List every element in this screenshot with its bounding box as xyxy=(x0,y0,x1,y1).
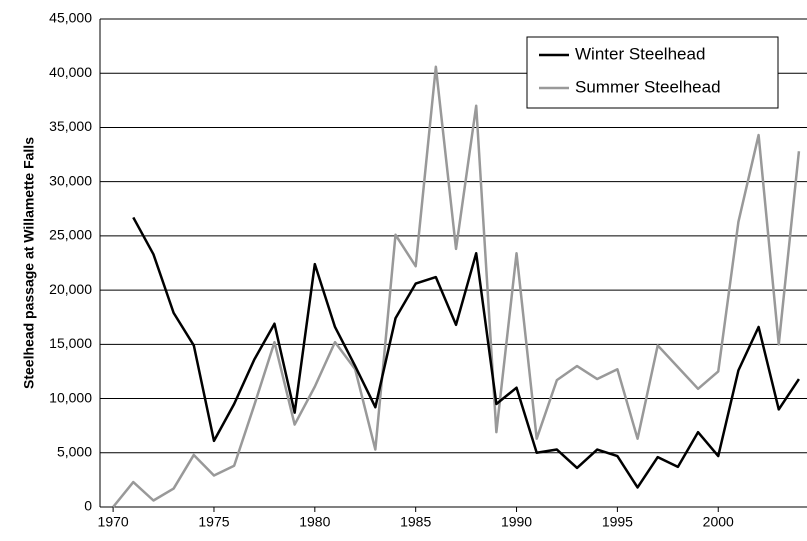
y-tick-label: 0 xyxy=(84,498,92,514)
legend-box xyxy=(526,36,779,109)
series-line xyxy=(112,65,801,508)
legend-label: Summer Steelhead xyxy=(575,77,721,96)
y-tick-label: 5,000 xyxy=(57,443,92,459)
series-line xyxy=(132,216,800,489)
x-tick-label: 1990 xyxy=(501,514,532,530)
y-tick-label: 45,000 xyxy=(49,10,92,26)
y-tick-label: 30,000 xyxy=(49,172,92,188)
x-tick-label: 1970 xyxy=(98,514,129,530)
x-tick-label: 1975 xyxy=(198,514,229,530)
y-tick-label: 40,000 xyxy=(49,64,92,80)
x-tick-label: 1985 xyxy=(400,514,431,530)
y-tick-label: 10,000 xyxy=(49,389,92,405)
x-tick-label: 2000 xyxy=(703,514,734,530)
legend-label: Winter Steelhead xyxy=(575,44,705,63)
y-tick-label: 15,000 xyxy=(49,335,92,351)
y-tick-label: 25,000 xyxy=(49,227,92,243)
y-axis-label: Steelhead passage at Willamette Falls xyxy=(21,137,37,389)
y-tick-label: 35,000 xyxy=(49,118,92,134)
y-tick-label: 20,000 xyxy=(49,281,92,297)
x-tick-label: 1980 xyxy=(299,514,330,530)
x-tick-label: 1995 xyxy=(602,514,633,530)
